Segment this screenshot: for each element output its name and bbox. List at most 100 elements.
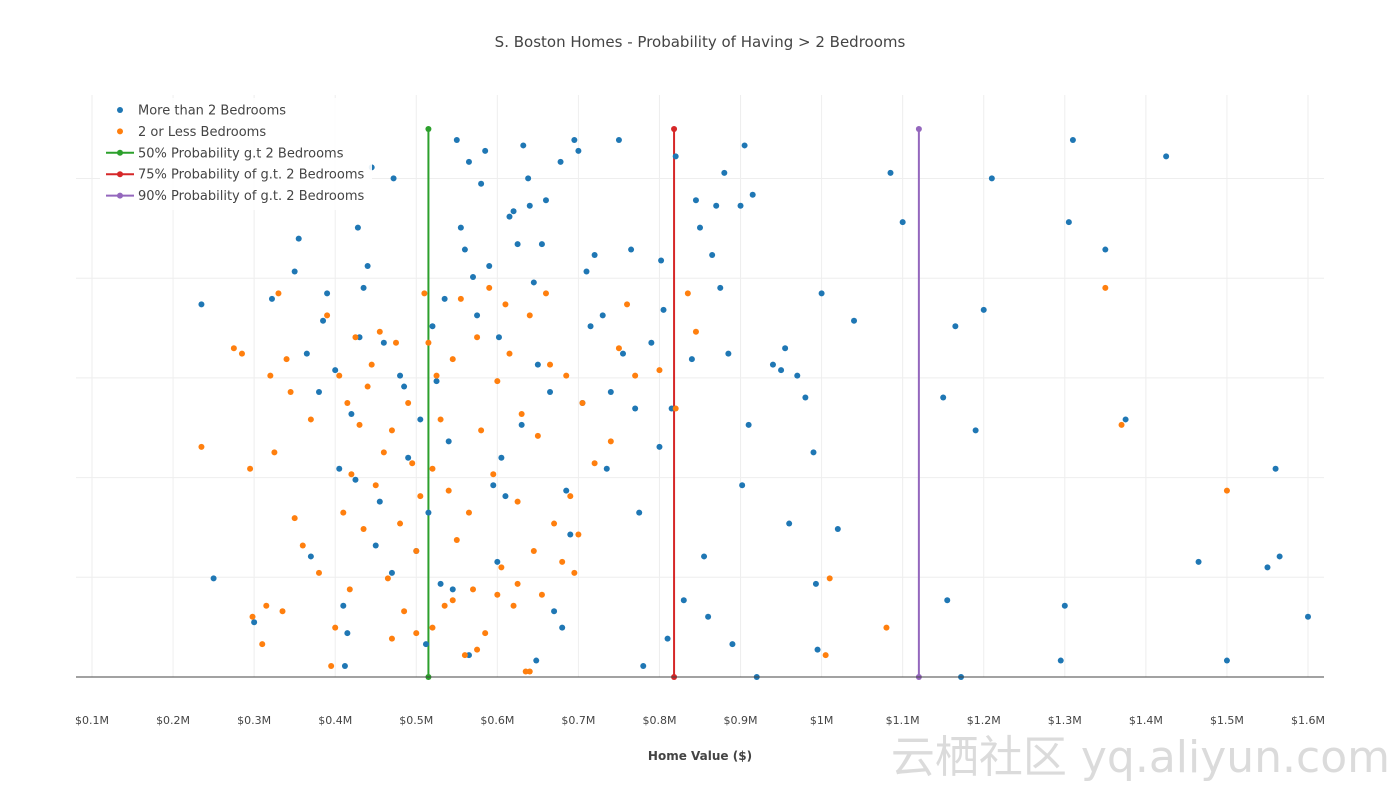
data-point <box>664 635 671 642</box>
data-point <box>899 219 906 226</box>
data-point <box>729 641 736 648</box>
data-point <box>441 295 448 302</box>
data-point <box>571 569 578 576</box>
data-point <box>656 367 663 374</box>
data-point <box>465 509 472 516</box>
data-point <box>563 487 570 494</box>
legend[interactable]: More than 2 Bedrooms 2 or Less Bedrooms 50… <box>100 98 372 210</box>
data-point <box>672 153 679 160</box>
data-point <box>952 323 959 330</box>
data-point <box>352 334 359 341</box>
data-point <box>388 635 395 642</box>
data-point <box>449 597 456 604</box>
data-point <box>198 443 205 450</box>
data-point <box>591 460 598 467</box>
data-point <box>538 591 545 598</box>
data-point <box>494 558 501 565</box>
data-point <box>478 427 485 434</box>
x-tick-label: $1.6M <box>1291 714 1325 727</box>
x-tick-labels: $0.1M $0.2M $0.3M $0.4M $0.5M $0.6M $0.7M $0.8M… <box>75 714 1325 727</box>
data-point <box>401 608 408 615</box>
data-point <box>384 575 391 582</box>
data-point <box>514 241 521 248</box>
data-point <box>494 591 501 598</box>
data-point <box>348 471 355 478</box>
data-point <box>530 547 537 554</box>
data-point <box>739 482 746 489</box>
data-point <box>510 208 517 215</box>
data-point <box>534 432 541 439</box>
data-point <box>615 136 622 143</box>
data-point <box>425 339 432 346</box>
data-point <box>249 613 256 620</box>
data-point <box>1264 564 1271 571</box>
data-point <box>495 334 502 341</box>
data-point <box>822 652 829 659</box>
data-point <box>502 493 509 500</box>
data-point <box>684 290 691 297</box>
data-point <box>263 602 270 609</box>
data-point <box>547 361 554 368</box>
data-point <box>486 284 493 291</box>
data-point <box>559 624 566 631</box>
data-point <box>340 509 347 516</box>
data-point <box>725 350 732 357</box>
data-point <box>401 383 408 390</box>
data-point <box>619 350 626 357</box>
data-point <box>514 498 521 505</box>
data-point <box>506 350 513 357</box>
data-point <box>271 449 278 456</box>
data-point <box>465 158 472 165</box>
data-point <box>538 241 545 248</box>
data-point <box>470 586 477 593</box>
legend-marker <box>117 128 123 135</box>
data-point <box>697 224 703 231</box>
data-point <box>478 180 485 187</box>
data-point <box>1272 465 1279 472</box>
data-point <box>482 630 489 637</box>
data-point <box>518 410 525 417</box>
data-point <box>474 312 481 319</box>
data-point <box>354 224 361 231</box>
data-point <box>360 526 367 533</box>
x-tick-label: $0.8M <box>642 714 676 727</box>
data-point <box>409 460 416 467</box>
data-point <box>1057 657 1064 664</box>
data-point <box>307 553 314 560</box>
data-point <box>1195 558 1202 565</box>
legend-marker <box>117 107 123 113</box>
data-point <box>461 652 468 659</box>
data-point <box>972 427 979 434</box>
data-point <box>376 328 383 335</box>
x-tick-label: $1.5M <box>1210 714 1244 727</box>
data-point <box>340 602 347 609</box>
data-point <box>567 493 574 500</box>
data-point <box>615 345 622 352</box>
data-point <box>510 602 517 609</box>
data-point <box>364 263 371 269</box>
scatter-points <box>198 136 1311 680</box>
data-point <box>514 580 521 587</box>
data-point <box>324 290 331 297</box>
data-point <box>259 641 266 648</box>
data-point <box>388 427 395 434</box>
data-point <box>437 580 444 587</box>
data-point <box>1065 219 1072 226</box>
data-point <box>498 454 505 461</box>
data-point <box>628 246 635 253</box>
data-point <box>287 389 294 396</box>
data-point <box>709 252 716 259</box>
data-point <box>636 509 643 516</box>
data-point <box>1276 553 1283 560</box>
data-point <box>441 602 448 609</box>
probability-line-marker <box>425 126 432 132</box>
data-point <box>692 328 699 335</box>
data-point <box>344 630 351 637</box>
data-point <box>388 569 395 576</box>
x-tick-label: $0.5M <box>399 714 433 727</box>
data-point <box>449 356 456 363</box>
data-point <box>769 361 776 368</box>
data-point <box>332 367 339 374</box>
data-point <box>453 537 460 543</box>
data-point <box>490 482 497 489</box>
